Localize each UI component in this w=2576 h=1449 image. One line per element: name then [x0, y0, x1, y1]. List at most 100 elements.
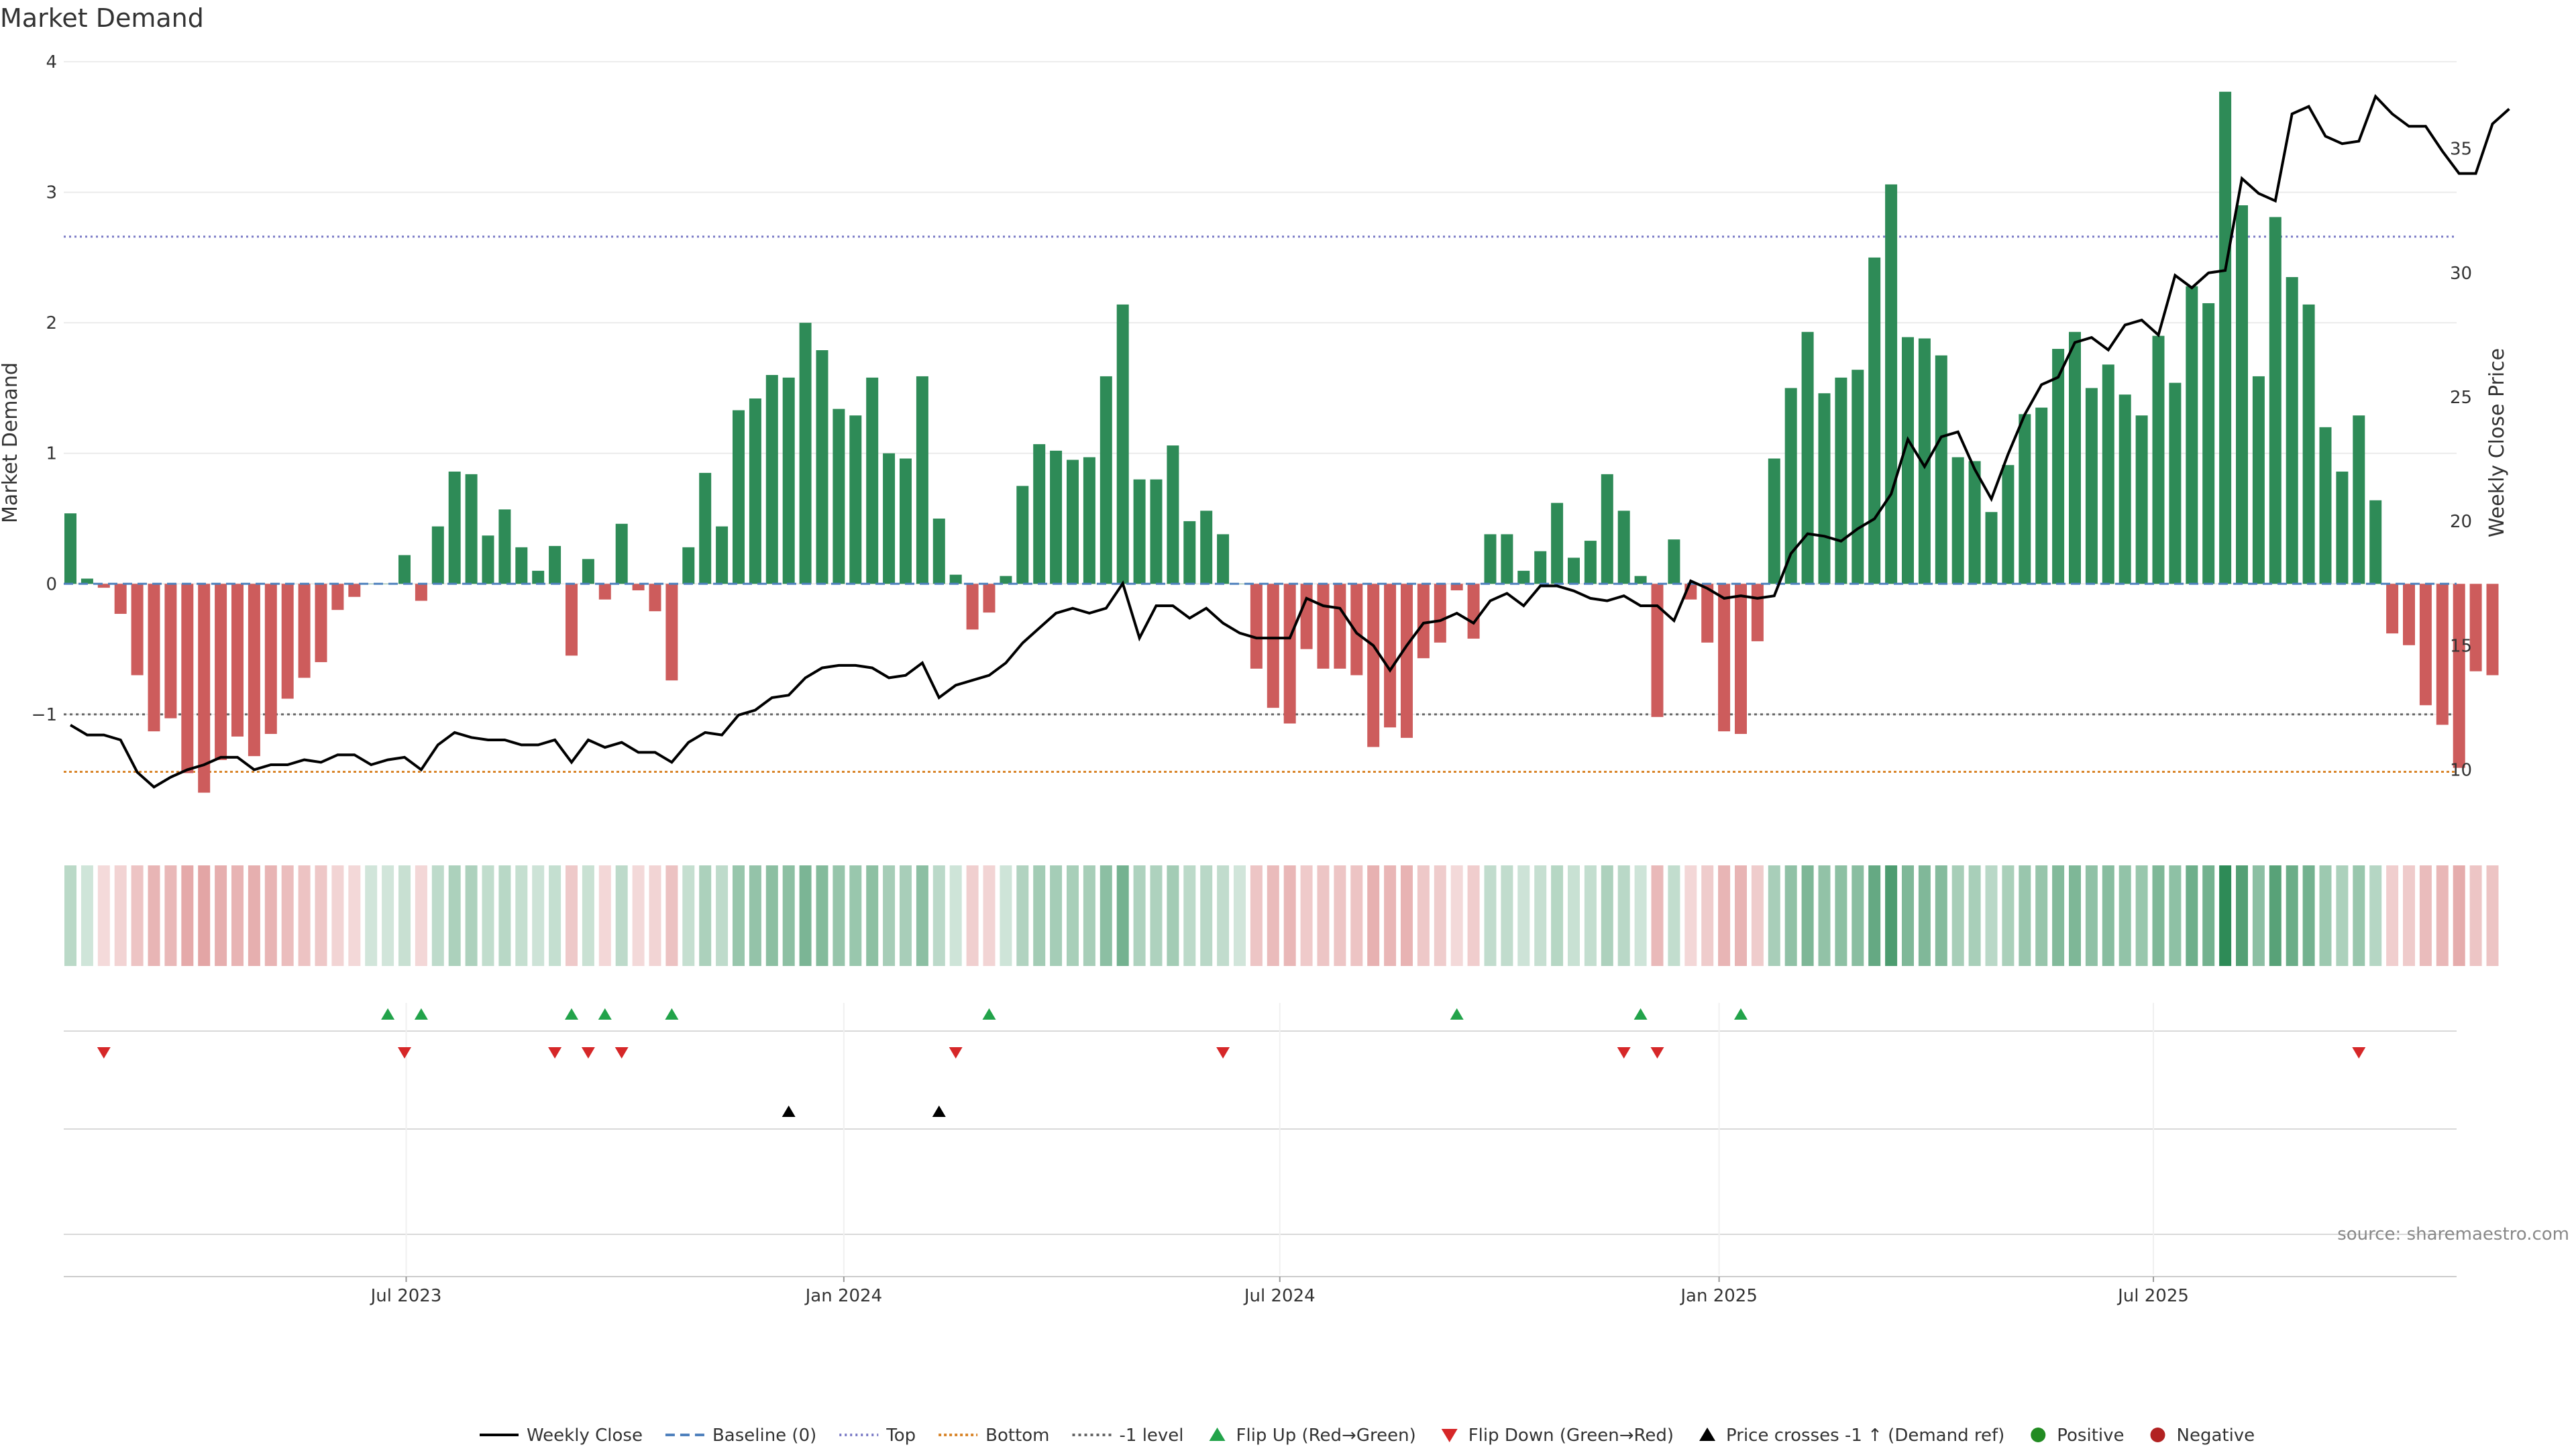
heatstrip-cell — [2419, 865, 2432, 966]
flip-down-marker — [949, 1047, 963, 1059]
demand-bar — [1818, 393, 1831, 584]
chart-title: Market Demand — [0, 3, 204, 33]
heatstrip-cell — [2269, 865, 2282, 966]
heatstrip-cell — [1818, 865, 1831, 966]
demand-bar — [1868, 257, 1881, 584]
heatstrip-cell — [365, 865, 378, 966]
demand-bar — [482, 535, 494, 584]
heatstrip-cell — [181, 865, 194, 966]
x-tick-label: Jul 2023 — [370, 1286, 442, 1306]
demand-bar — [2269, 217, 2282, 584]
heatstrip-cell — [665, 865, 678, 966]
x-tick-label: Jul 2025 — [2116, 1286, 2189, 1306]
heatstrip-cell — [64, 865, 76, 966]
demand-bar — [900, 458, 912, 584]
demand-bar — [181, 584, 194, 773]
demand-bar — [448, 471, 461, 584]
legend-flip-down-swatch — [1441, 1429, 1458, 1442]
heatstrip-cell — [699, 865, 712, 966]
demand-bar — [2453, 584, 2465, 768]
x-tick-label: Jan 2024 — [804, 1286, 883, 1306]
flip-down-marker — [1650, 1047, 1664, 1059]
demand-bar — [1417, 584, 1430, 659]
demand-bar — [215, 584, 227, 760]
demand-bar — [2302, 304, 2315, 584]
heatstrip-cell — [2002, 865, 2015, 966]
heatstrip-cell — [2169, 865, 2182, 966]
demand-bar — [1985, 512, 1998, 584]
demand-bar — [916, 376, 928, 584]
demand-bar — [699, 472, 712, 584]
demand-bar — [315, 584, 327, 663]
heatstrip-cell — [1167, 865, 1179, 966]
demand-bar — [498, 509, 511, 584]
left-tick-label: 1 — [46, 444, 57, 464]
flip-up-marker — [1633, 1008, 1648, 1020]
demand-bar — [1033, 444, 1046, 584]
heatstrip-cell — [2186, 865, 2198, 966]
demand-bar — [682, 547, 695, 584]
heatstrip-cell — [1902, 865, 1914, 966]
left-tick-label: 3 — [46, 183, 57, 203]
demand-bar — [348, 584, 361, 597]
heatstrip-cell — [1784, 865, 1797, 966]
legend-flip-up-label: Flip Up (Red→Green) — [1236, 1426, 1416, 1446]
heatstrip-cell — [2152, 865, 2165, 966]
demand-heatstrip — [64, 865, 2499, 966]
source-note: source: sharemaestro.com — [2337, 1224, 2569, 1244]
heatstrip-cell — [1016, 865, 1029, 966]
heatstrip-cell — [1668, 865, 1680, 966]
heatstrip-cell — [1968, 865, 1981, 966]
heatstrip-cell — [2403, 865, 2415, 966]
demand-bar — [1835, 377, 1847, 584]
heatstrip-cell — [431, 865, 444, 966]
heatstrip-cell — [215, 865, 227, 966]
heatstrip-cell — [1851, 865, 1864, 966]
demand-bar — [983, 584, 996, 613]
demand-bar — [949, 574, 962, 584]
heatstrip-cell — [1067, 865, 1079, 966]
demand-bar — [2135, 415, 2148, 584]
heatstrip-cell — [1551, 865, 1564, 966]
demand-bar — [782, 377, 795, 584]
heatstrip-cell — [1250, 865, 1263, 966]
demand-bar — [2069, 331, 2081, 584]
demand-bar — [2369, 500, 2382, 584]
demand-bar — [866, 377, 879, 584]
heatstrip-cell — [582, 865, 594, 966]
heatstrip-cell — [1467, 865, 1480, 966]
heatstrip-cell — [415, 865, 427, 966]
heatstrip-cell — [782, 865, 795, 966]
heatstrip-cell — [966, 865, 979, 966]
heatstrip-cell — [883, 865, 896, 966]
demand-bar — [264, 584, 277, 735]
demand-bar — [2186, 286, 2198, 584]
heatstrip-cell — [231, 865, 244, 966]
heatstrip-cell — [2035, 865, 2048, 966]
demand-bar — [1067, 460, 1079, 584]
heatstrip-cell — [549, 865, 561, 966]
legend-price-cross-swatch — [1699, 1428, 1716, 1441]
demand-bar — [1401, 584, 1413, 738]
demand-bar — [248, 584, 260, 757]
right-tick-label: 30 — [2450, 264, 2472, 284]
right-tick-label: 15 — [2450, 636, 2472, 656]
heatstrip-cell — [1083, 865, 1095, 966]
heatstrip-cell — [2486, 865, 2499, 966]
demand-bar — [1517, 570, 1530, 584]
heatstrip-cell — [1217, 865, 1230, 966]
heatstrip-cell — [2386, 865, 2399, 966]
heatstrip-cell — [1116, 865, 1129, 966]
heatstrip-cell — [331, 865, 344, 966]
demand-bar — [883, 453, 896, 584]
heatstrip-cell — [649, 865, 661, 966]
right-tick-label: 20 — [2450, 512, 2472, 532]
heatstrip-cell — [1150, 865, 1163, 966]
demand-bar — [1801, 331, 1814, 584]
demand-bar — [816, 350, 828, 584]
demand-bar — [1617, 511, 1630, 584]
demand-bar — [2436, 584, 2449, 725]
heatstrip-cell — [1985, 865, 1998, 966]
demand-bar — [2202, 303, 2215, 584]
